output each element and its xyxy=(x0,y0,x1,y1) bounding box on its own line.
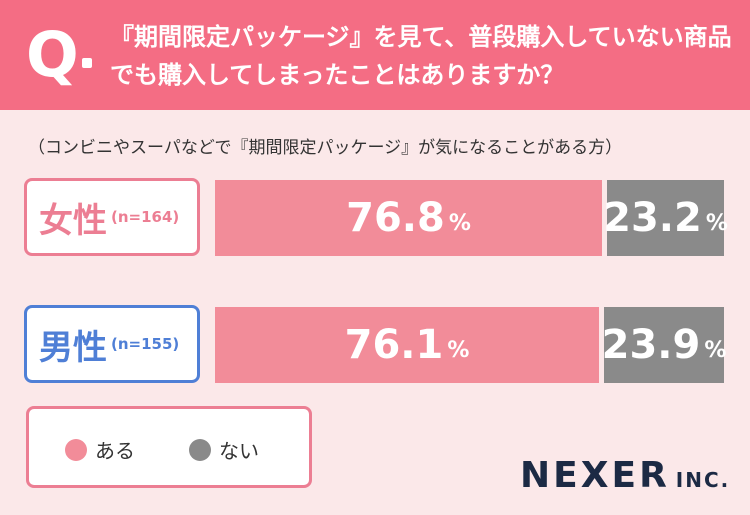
data-label-value: 23.9 xyxy=(602,322,701,368)
legend-item-aru: ある xyxy=(65,435,135,464)
data-label-value: 23.2 xyxy=(603,195,702,241)
legend: ある ない xyxy=(26,406,312,488)
q-mark: Q xyxy=(26,20,79,90)
category-name: 男性 xyxy=(39,320,107,369)
data-label-unit: % xyxy=(706,211,728,236)
legend-dot-gray xyxy=(189,439,211,461)
bar-aru: 76.8% xyxy=(215,180,602,256)
chart-subtitle: （コンビニやスーパなどで『期間限定パッケージ』が気になることがある方） xyxy=(28,133,622,158)
question-text: 『期間限定パッケージ』を見て、普段購入していない商品でも購入してしまったことはあ… xyxy=(110,18,740,94)
data-label-unit: % xyxy=(704,338,726,363)
category-label-male: 男性 (n=155) xyxy=(24,305,200,383)
data-label-unit: % xyxy=(449,211,471,236)
nexer-logo: NEXER INC. xyxy=(520,455,730,496)
legend-label: ない xyxy=(219,435,259,464)
question-header: Q 『期間限定パッケージ』を見て、普段購入していない商品でも購入してしまったこと… xyxy=(0,0,750,110)
bar-nai: 23.2% xyxy=(607,180,724,256)
category-label-female: 女性 (n=164) xyxy=(24,178,200,256)
category-name: 女性 xyxy=(39,193,107,242)
data-label-value: 76.8 xyxy=(346,195,445,241)
q-dot-decoration xyxy=(82,58,92,68)
category-sample-size: (n=155) xyxy=(111,335,179,353)
category-sample-size: (n=164) xyxy=(111,208,179,226)
legend-item-nai: ない xyxy=(189,435,259,464)
data-label-unit: % xyxy=(447,338,469,363)
logo-inc: INC. xyxy=(676,468,730,492)
logo-main: NEXER xyxy=(520,455,670,496)
bar-nai: 23.9% xyxy=(604,307,724,383)
legend-label: ある xyxy=(95,435,135,464)
data-label-value: 76.1 xyxy=(345,322,444,368)
legend-dot-pink xyxy=(65,439,87,461)
bar-aru: 76.1% xyxy=(215,307,599,383)
